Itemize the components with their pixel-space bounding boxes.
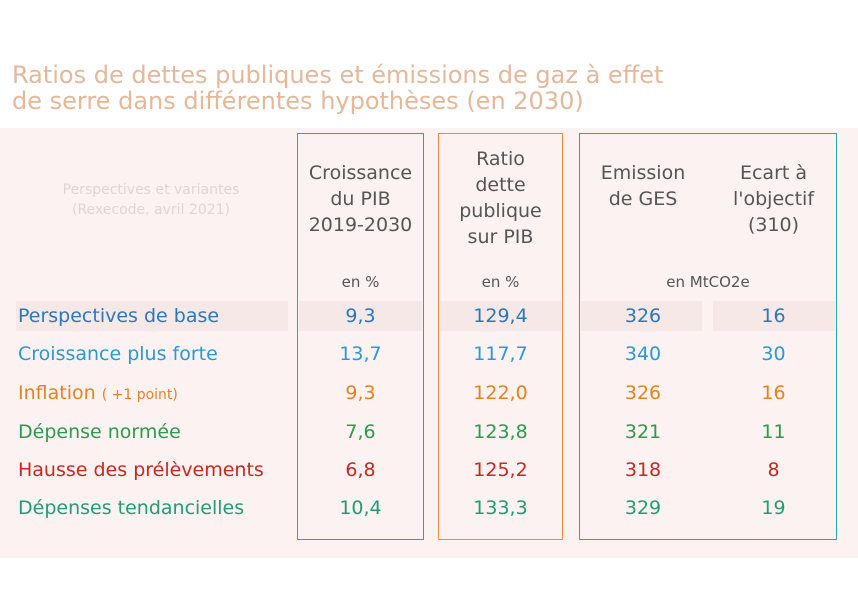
header-ratio-line: dette xyxy=(475,174,526,196)
row-label-text: Dépense normée xyxy=(18,421,181,443)
header-ecart-line: Ecart à xyxy=(739,162,808,184)
table-panel xyxy=(0,128,858,558)
row-label-text: Inflation xyxy=(18,382,96,404)
cell-emission: 326 xyxy=(624,382,662,404)
unit-croissance: en % xyxy=(341,273,380,291)
header-ecart-line: (310) xyxy=(747,214,800,236)
perspectives-caption: Perspectives et variantes (Rexecode, avr… xyxy=(26,180,276,220)
cell-ecart: 30 xyxy=(761,343,786,365)
header-croissance-line: du PIB xyxy=(330,188,391,210)
cell-croissance: 6,8 xyxy=(345,459,376,481)
row-label: Croissance plus forte xyxy=(18,339,218,369)
header-ratio: Ratio dette publique sur PIB xyxy=(438,146,563,250)
cell-croissance: 10,4 xyxy=(339,497,382,519)
row-label: Inflation ( +1 point) xyxy=(18,378,178,410)
header-ratio-line: Ratio xyxy=(476,148,525,170)
title-line-2: de serre dans différentes hypothèses (en… xyxy=(12,87,584,115)
row-highlight xyxy=(440,301,561,331)
unit-emission: en MtCO2e xyxy=(666,273,750,291)
header-emission-line: de GES xyxy=(608,188,678,210)
perspectives-line-2: (Rexecode, avril 2021) xyxy=(72,202,230,218)
header-ecart: Ecart à l'objectif (310) xyxy=(710,160,837,238)
header-ecart-line: l'objectif xyxy=(732,188,815,210)
cell-croissance: 13,7 xyxy=(339,343,382,365)
row-highlight xyxy=(299,301,422,331)
header-croissance-line: Croissance xyxy=(308,162,413,184)
row-highlight xyxy=(581,301,702,331)
row-label-note: ( +1 point) xyxy=(101,387,178,403)
unit-ratio: en % xyxy=(481,273,520,291)
header-ratio-line: sur PIB xyxy=(467,226,534,248)
cell-ratio: 122,0 xyxy=(473,382,528,404)
row-label-text: Hausse des prélèvements xyxy=(18,459,264,481)
cell-emission: 321 xyxy=(624,421,662,443)
header-emission: Emission de GES xyxy=(579,160,707,212)
row-highlight xyxy=(713,301,835,331)
row-label: Dépense normée xyxy=(18,417,181,447)
cell-ratio: 125,2 xyxy=(473,459,528,481)
cell-emission: 318 xyxy=(624,459,662,481)
row-label: Perspectives de base xyxy=(18,301,219,331)
cell-emission: 326 xyxy=(624,305,662,327)
cell-croissance: 7,6 xyxy=(345,421,376,443)
header-croissance-line: 2019-2030 xyxy=(308,214,413,236)
row-highlight xyxy=(16,301,288,331)
row-label: Hausse des prélèvements xyxy=(18,455,264,485)
cell-croissance: 9,3 xyxy=(345,305,376,327)
cell-emission: 329 xyxy=(624,497,662,519)
cell-emission: 340 xyxy=(624,343,662,365)
row-label-text: Croissance plus forte xyxy=(18,343,218,365)
page-title: Ratios de dettes publiques et émissions … xyxy=(12,62,852,114)
ratio-column-box xyxy=(438,133,563,540)
cell-ecart: 11 xyxy=(761,421,786,443)
row-label-text: Perspectives de base xyxy=(18,305,220,327)
cell-ratio: 133,3 xyxy=(473,497,528,519)
title-line-1: Ratios de dettes publiques et émissions … xyxy=(12,61,664,89)
row-label: Dépenses tendancielles xyxy=(18,493,244,523)
cell-ratio: 117,7 xyxy=(473,343,528,365)
cell-croissance: 9,3 xyxy=(345,382,376,404)
cell-ecart: 8 xyxy=(767,459,780,481)
cell-ratio: 129,4 xyxy=(473,305,528,327)
row-label-text: Dépenses tendancielles xyxy=(18,497,245,519)
perspectives-line-1: Perspectives et variantes xyxy=(62,182,240,198)
cell-ecart: 16 xyxy=(761,382,786,404)
emission-column-box xyxy=(579,133,837,540)
header-emission-line: Emission xyxy=(600,162,686,184)
cell-ratio: 123,8 xyxy=(473,421,528,443)
cell-ecart: 19 xyxy=(761,497,786,519)
croissance-column-box xyxy=(297,133,424,540)
cell-ecart: 16 xyxy=(761,305,786,327)
header-croissance: Croissance du PIB 2019-2030 xyxy=(297,160,424,238)
header-ratio-line: publique xyxy=(459,200,542,222)
